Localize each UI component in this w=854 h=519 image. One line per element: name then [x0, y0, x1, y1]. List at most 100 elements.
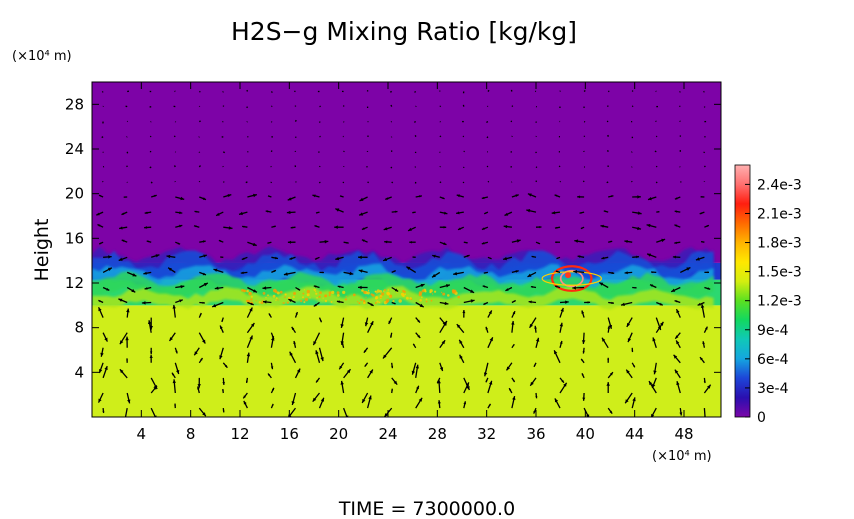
wind-vector	[314, 256, 320, 260]
speckle	[302, 292, 305, 295]
wind-vector	[343, 271, 354, 276]
wind-vector	[535, 166, 538, 169]
speckle	[331, 290, 335, 294]
wind-vector	[598, 282, 609, 289]
speckle	[275, 299, 277, 301]
wind-vector	[143, 271, 152, 275]
speckle	[328, 291, 332, 295]
speckle	[380, 296, 382, 299]
wind-vector	[98, 241, 104, 245]
wind-vector	[242, 225, 248, 228]
wind-vector	[558, 165, 561, 168]
wind-vector	[533, 407, 537, 414]
speckle	[262, 292, 266, 295]
wind-vector	[197, 386, 200, 394]
wind-vector	[704, 271, 710, 274]
wind-vector	[223, 193, 232, 198]
speckle	[292, 296, 295, 299]
wind-vector	[319, 240, 329, 244]
speckle	[378, 301, 381, 304]
wind-vector	[271, 256, 279, 260]
speckle	[457, 295, 461, 299]
wind-vector	[242, 392, 248, 399]
wind-vector	[199, 120, 201, 123]
wind-vector	[703, 384, 712, 394]
wind-vector	[172, 304, 176, 318]
wind-vector	[391, 301, 396, 305]
wind-vector	[270, 362, 274, 370]
wind-vector	[312, 332, 321, 346]
y-axis-label: Height	[31, 219, 53, 282]
wind-vector	[526, 209, 537, 213]
x-tick-label: 12	[230, 425, 249, 443]
wind-vector	[198, 165, 201, 168]
wind-vector	[391, 210, 398, 213]
wind-vector	[674, 332, 681, 340]
wind-vector	[101, 91, 104, 93]
wind-vector	[632, 211, 642, 215]
wind-vector	[126, 308, 130, 318]
wind-vector	[486, 121, 489, 123]
wind-vector	[680, 266, 691, 273]
wind-vector	[318, 181, 321, 184]
wind-vector	[676, 381, 681, 394]
wind-vector	[528, 300, 537, 304]
wind-vector	[338, 362, 345, 370]
high-value-speckles	[241, 288, 461, 305]
wind-vector	[457, 226, 465, 231]
speckle	[306, 289, 310, 294]
wind-vector	[697, 301, 705, 306]
speckle	[303, 301, 306, 304]
wind-vector	[271, 269, 277, 273]
y-tick-label: 28	[65, 95, 84, 113]
wind-vector	[315, 377, 321, 383]
speckle	[314, 291, 317, 293]
x-tick-label: 16	[280, 425, 299, 443]
speckle	[330, 301, 333, 303]
wind-vector	[582, 392, 586, 401]
wind-vector	[463, 401, 467, 409]
wind-vector	[679, 105, 681, 108]
wind-vector	[439, 165, 441, 168]
wind-vector	[607, 317, 613, 329]
wind-vector	[219, 347, 224, 360]
colorbar-tick-label: 0	[757, 410, 766, 426]
wind-vector	[654, 150, 657, 153]
wind-vector	[459, 354, 465, 364]
wind-vector	[98, 299, 104, 304]
speckle	[273, 288, 277, 293]
speckle	[319, 291, 322, 295]
speckle	[386, 291, 390, 295]
wind-vector	[582, 180, 585, 183]
speckle	[429, 289, 433, 293]
wind-vector	[126, 358, 128, 363]
wind-vector	[102, 180, 104, 183]
wind-vector	[463, 150, 465, 153]
wind-vector	[222, 362, 228, 369]
wind-vector	[126, 286, 136, 293]
speckle	[365, 296, 367, 298]
wind-vector	[97, 223, 104, 228]
wind-vector	[531, 255, 537, 258]
y-axis-ticks: 4 8 12 16 20 24 28	[65, 95, 721, 381]
x-tick-label: 36	[526, 425, 545, 443]
wind-vector	[150, 181, 153, 184]
wind-vector	[679, 91, 681, 93]
speckle	[248, 291, 252, 296]
wind-vector	[199, 301, 205, 304]
wind-vector	[608, 195, 614, 198]
wind-vector	[388, 317, 393, 325]
wind-vector	[458, 339, 465, 349]
wind-vector	[390, 90, 392, 93]
wind-vector	[313, 285, 320, 289]
wind-vector	[415, 283, 425, 289]
wind-vector	[672, 255, 681, 259]
wind-vector	[198, 312, 202, 318]
wind-vector	[100, 347, 104, 357]
wind-vector	[624, 240, 633, 243]
wind-vector	[462, 135, 465, 138]
wind-vector	[607, 407, 613, 414]
speckle	[324, 299, 328, 303]
wind-vector	[246, 121, 248, 123]
wind-vector	[390, 166, 393, 169]
